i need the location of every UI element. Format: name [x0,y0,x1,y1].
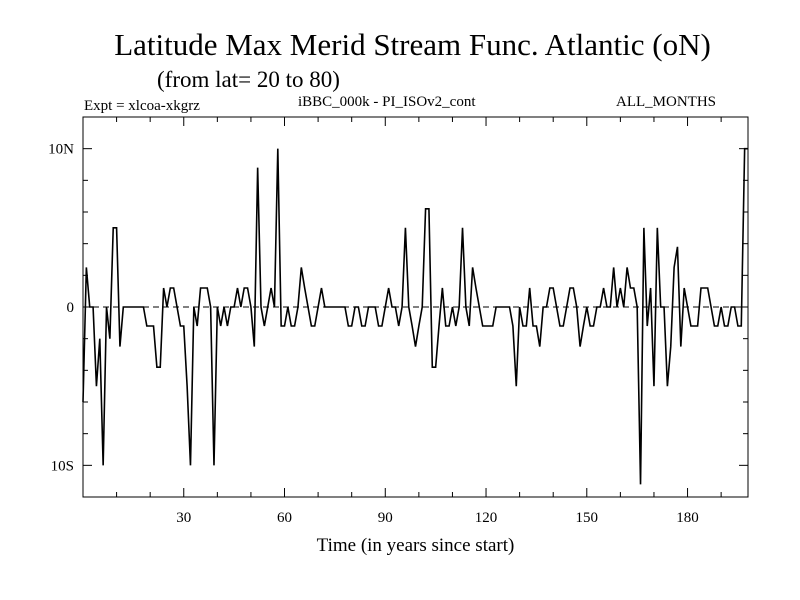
months-label: ALL_MONTHS [616,94,716,110]
x-tick-label: 90 [378,510,393,526]
experiment-label: Expt = xlcoa-xkgrz [84,98,200,114]
x-tick-label: 120 [475,510,498,526]
chart-subtitle: (from lat= 20 to 80) [157,67,340,92]
x-tick-label: 30 [176,510,191,526]
x-tick-label: 150 [576,510,599,526]
axis-ticks [83,117,748,497]
x-axis-label: Time (in years since start) [317,535,515,556]
series-line [82,147,748,485]
run-label: iBBC_000k - PI_ISOv2_cont [298,94,476,110]
chart-title: Latitude Max Merid Stream Func. Atlantic… [114,27,711,62]
plot-frame [82,116,749,498]
y-tick-label: 10N [48,142,74,158]
x-tick-label: 180 [676,510,699,526]
y-tick-label: 0 [67,300,75,316]
axis-tick-labels: 30 60 90 120 150 180 10N 0 10S [48,142,699,526]
y-tick-label: 10S [51,458,74,474]
x-tick-label: 60 [277,510,292,526]
